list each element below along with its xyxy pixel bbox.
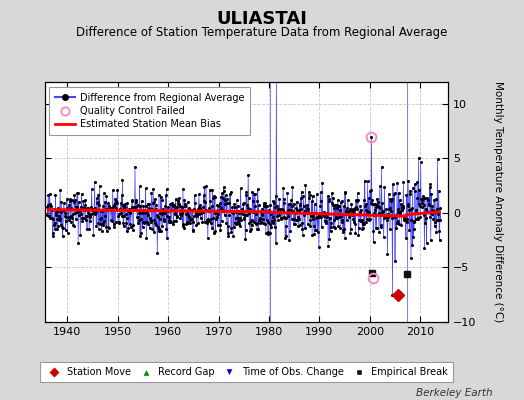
Text: Difference of Station Temperature Data from Regional Average: Difference of Station Temperature Data f… xyxy=(77,26,447,39)
Legend: Station Move, Record Gap, Time of Obs. Change, Empirical Break: Station Move, Record Gap, Time of Obs. C… xyxy=(40,362,453,382)
Y-axis label: Monthly Temperature Anomaly Difference (°C): Monthly Temperature Anomaly Difference (… xyxy=(493,81,503,323)
Text: Berkeley Earth: Berkeley Earth xyxy=(416,388,493,398)
Legend: Difference from Regional Average, Quality Control Failed, Estimated Station Mean: Difference from Regional Average, Qualit… xyxy=(49,87,250,135)
Text: ULIASTAI: ULIASTAI xyxy=(216,10,308,28)
